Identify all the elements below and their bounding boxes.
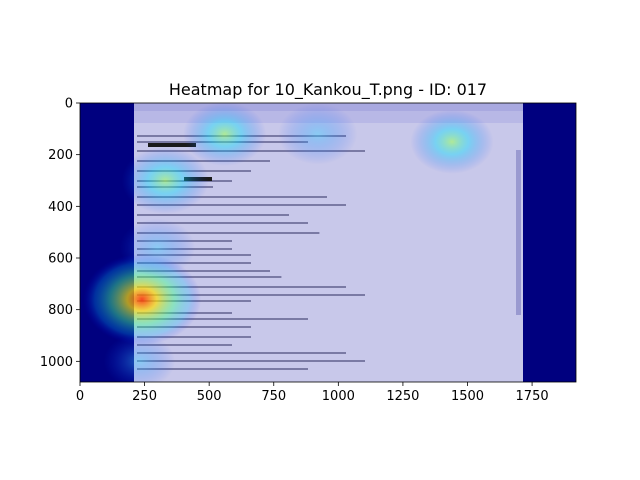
heatmap-hotspot: [121, 147, 209, 214]
email-text-line: [137, 204, 346, 206]
heatmap-hotspot: [278, 103, 358, 165]
email-text-line: [137, 326, 251, 328]
y-tick-label: 1000: [40, 355, 73, 370]
x-tick-label: 1000: [322, 389, 355, 404]
email-text-line: [137, 254, 251, 256]
x-tick-label: 750: [261, 389, 286, 404]
email-text-line: [137, 276, 282, 278]
heatmap-hotspot: [103, 333, 176, 382]
y-tick-label: 0: [65, 97, 73, 112]
heatmap-hotspots: [82, 103, 494, 382]
email-text-line: [137, 344, 232, 346]
email-text-line: [137, 214, 289, 216]
y-tick-label: 800: [48, 303, 73, 318]
heatmap-hotspot: [119, 218, 196, 277]
x-tick-label: 250: [132, 389, 157, 404]
heatmap-hotspot: [82, 253, 202, 345]
heatmap-hotspot: [410, 109, 494, 174]
x-tick-label: 0: [76, 389, 84, 404]
email-text-line: [137, 360, 365, 362]
email-text-line: [137, 286, 346, 288]
email-text-line: [137, 196, 327, 198]
x-tick-label: 1500: [451, 389, 484, 404]
heatmap-hotspot: [183, 103, 267, 166]
email-scrollbar: [516, 150, 521, 315]
redacted-bar-1: [148, 143, 196, 147]
x-tick-label: 1250: [386, 389, 419, 404]
email-text-line: [137, 368, 308, 370]
x-tick-label: 1750: [516, 389, 549, 404]
email-text-line: [137, 336, 251, 338]
email-text-line: [137, 270, 270, 272]
email-text-line: [137, 222, 308, 224]
plot-area: [80, 103, 576, 382]
email-text-line: [137, 352, 346, 354]
y-axis: 0 200 400 600 800 1000: [40, 97, 80, 370]
x-tick-label: 500: [197, 389, 222, 404]
email-text-line: [137, 294, 365, 296]
y-tick-label: 200: [48, 148, 73, 163]
plot-frame: [79, 102, 577, 383]
chart-title: Heatmap for 10_Kankou_T.png - ID: 017: [169, 80, 487, 100]
y-tick-label: 600: [48, 252, 73, 267]
y-tick-label: 400: [48, 200, 73, 215]
x-axis: 0 250 500 750 1000 1250 1500 1750: [76, 382, 549, 404]
email-text-line: [137, 262, 251, 264]
email-text-line: [137, 232, 320, 234]
email-text-line: [137, 318, 308, 320]
